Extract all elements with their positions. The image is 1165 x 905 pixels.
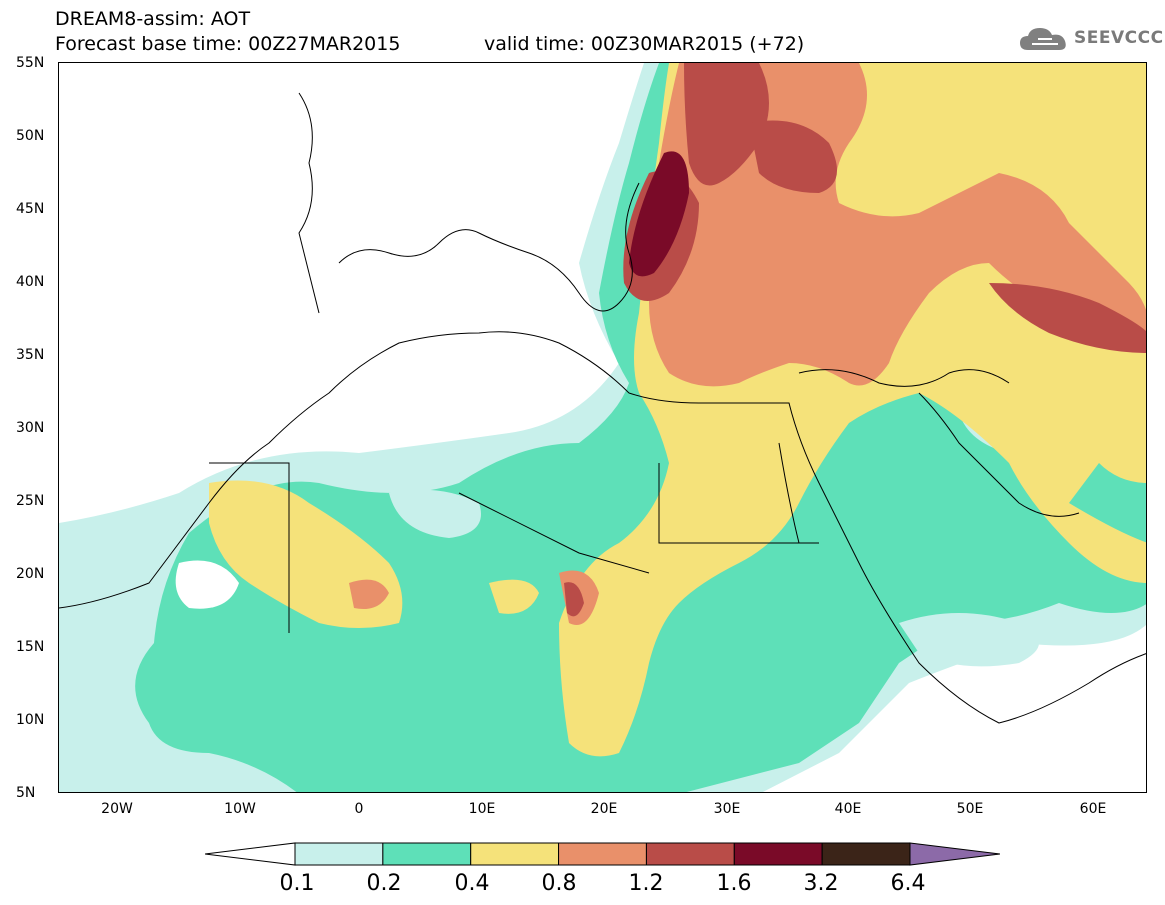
legend-label: 0.1 [279,871,315,896]
map-canvas [59,63,1146,792]
legend-label: 0.8 [541,871,577,896]
lon-label: 20W [101,801,133,817]
seevccc-logo: SEEVCCC [1018,24,1163,56]
aot-map [58,62,1147,793]
legend-swatch [733,842,823,866]
lon-label: 50E [956,801,984,817]
legend-swatch [382,842,472,866]
lat-label: 25N [16,493,45,509]
forecast-base-time: Forecast base time: 00Z27MAR2015 [55,33,401,55]
legend-swatch [645,842,735,866]
lat-label: 5N [16,785,36,801]
lat-label: 20N [16,566,45,582]
lon-label: 0 [354,801,364,817]
lat-label: 45N [16,201,45,217]
lat-label: 35N [16,347,45,363]
logo-text: SEEVCCC [1074,28,1164,48]
legend-swatch [558,842,647,866]
cloud-icon [1020,28,1066,50]
legend-swatch [470,842,560,866]
lat-label: 55N [16,55,45,71]
legend-swatch [294,842,384,866]
lon-label: 10E [468,801,496,817]
legend-label: 0.4 [454,871,490,896]
lon-label: 40E [834,801,862,817]
lon-label: 10W [224,801,256,817]
legend-swatch-min [205,842,296,866]
legend-label: 1.2 [628,871,664,896]
lat-label: 10N [16,712,45,728]
valid-time: valid time: 00Z30MAR2015 (+72) [484,33,805,55]
legend-label: 0.2 [366,871,402,896]
legend-swatch-max [909,842,1000,866]
lon-label: 20E [590,801,618,817]
lat-label: 15N [16,639,45,655]
legend-swatch [821,842,911,866]
legend-label: 1.6 [716,871,752,896]
color-legend [205,842,1000,866]
map-title: DREAM8-assim: AOT [55,8,251,30]
lat-label: 40N [16,274,45,290]
lon-label: 60E [1079,801,1107,817]
legend-label: 3.2 [803,871,839,896]
lat-label: 50N [16,128,45,144]
lon-label: 30E [713,801,741,817]
lat-label: 30N [16,420,45,436]
legend-label: 6.4 [890,871,926,896]
